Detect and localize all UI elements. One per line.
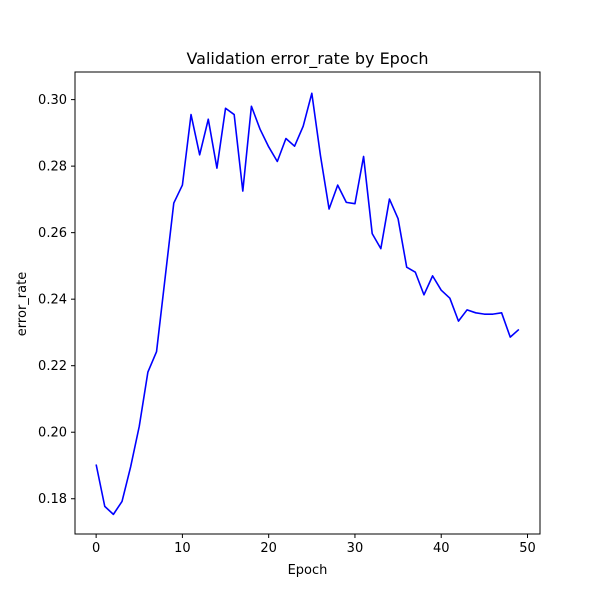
axis-ticks: 0 10 20 30 40 50 0.18 0.20 0.22 0.24 0.26 0.28 0.30: [38, 93, 536, 556]
y-tick-label: 0.28: [38, 160, 67, 175]
plot-frame: [74, 71, 541, 535]
y-tick-label: 0.18: [38, 492, 67, 507]
y-tick-label: 0.30: [38, 93, 67, 108]
y-tick-label: 0.24: [38, 293, 67, 308]
y-tick-label: 0.22: [38, 359, 67, 374]
series-layer: [95, 92, 520, 516]
x-axis-label: Epoch: [288, 563, 328, 578]
x-tick-label: 0: [92, 541, 100, 556]
x-tick-label: 40: [433, 541, 450, 556]
chart-title: Validation error_rate by Epoch: [186, 49, 428, 69]
x-tick-label: 20: [260, 541, 277, 556]
y-tick-label: 0.20: [38, 426, 67, 441]
series-line: [95, 92, 520, 516]
y-axis-label: error_rate: [15, 272, 30, 336]
x-tick-label: 10: [174, 541, 191, 556]
x-tick-label: 50: [519, 541, 536, 556]
y-tick-label: 0.26: [38, 226, 67, 241]
x-tick-label: 30: [347, 541, 364, 556]
